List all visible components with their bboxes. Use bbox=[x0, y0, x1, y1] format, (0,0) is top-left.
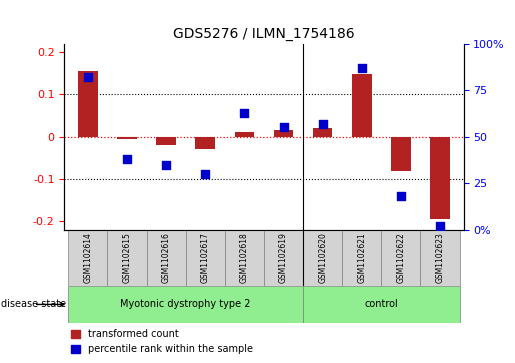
FancyBboxPatch shape bbox=[68, 286, 303, 323]
Text: GSM1102617: GSM1102617 bbox=[201, 232, 210, 283]
Point bbox=[279, 125, 287, 130]
Point bbox=[357, 65, 366, 71]
Text: GSM1102623: GSM1102623 bbox=[436, 232, 444, 283]
FancyBboxPatch shape bbox=[303, 286, 459, 323]
FancyBboxPatch shape bbox=[68, 230, 108, 286]
Bar bbox=[391, 137, 410, 171]
Text: Myotonic dystrophy type 2: Myotonic dystrophy type 2 bbox=[121, 299, 251, 309]
Text: GSM1102620: GSM1102620 bbox=[318, 232, 327, 283]
Point bbox=[123, 156, 131, 162]
FancyBboxPatch shape bbox=[303, 230, 342, 286]
Bar bbox=[352, 74, 371, 137]
FancyBboxPatch shape bbox=[147, 230, 186, 286]
Bar bbox=[313, 128, 332, 137]
Point bbox=[201, 171, 210, 177]
Bar bbox=[430, 137, 450, 219]
Text: GSM1102616: GSM1102616 bbox=[162, 232, 170, 283]
Text: GSM1102615: GSM1102615 bbox=[123, 232, 131, 283]
Text: GSM1102619: GSM1102619 bbox=[279, 232, 288, 283]
Point bbox=[318, 121, 327, 127]
Legend: transformed count, percentile rank within the sample: transformed count, percentile rank withi… bbox=[66, 326, 257, 358]
Bar bbox=[196, 137, 215, 150]
Point bbox=[241, 110, 249, 115]
FancyBboxPatch shape bbox=[420, 230, 459, 286]
Point bbox=[84, 74, 92, 80]
Bar bbox=[117, 137, 137, 139]
FancyBboxPatch shape bbox=[342, 230, 381, 286]
Point bbox=[436, 223, 444, 229]
Text: GSM1102622: GSM1102622 bbox=[397, 232, 405, 283]
Text: GSM1102614: GSM1102614 bbox=[83, 232, 92, 283]
FancyBboxPatch shape bbox=[225, 230, 264, 286]
FancyBboxPatch shape bbox=[264, 230, 303, 286]
Bar bbox=[78, 71, 98, 137]
FancyBboxPatch shape bbox=[381, 230, 420, 286]
Point bbox=[397, 193, 405, 199]
Text: GSM1102621: GSM1102621 bbox=[357, 232, 366, 283]
Bar bbox=[235, 132, 254, 137]
Text: control: control bbox=[365, 299, 398, 309]
FancyBboxPatch shape bbox=[108, 230, 147, 286]
Title: GDS5276 / ILMN_1754186: GDS5276 / ILMN_1754186 bbox=[173, 27, 355, 41]
Bar bbox=[273, 130, 293, 137]
Bar bbox=[157, 137, 176, 145]
FancyBboxPatch shape bbox=[186, 230, 225, 286]
Text: GSM1102618: GSM1102618 bbox=[240, 232, 249, 283]
Point bbox=[162, 162, 170, 168]
Text: disease state: disease state bbox=[1, 299, 66, 309]
